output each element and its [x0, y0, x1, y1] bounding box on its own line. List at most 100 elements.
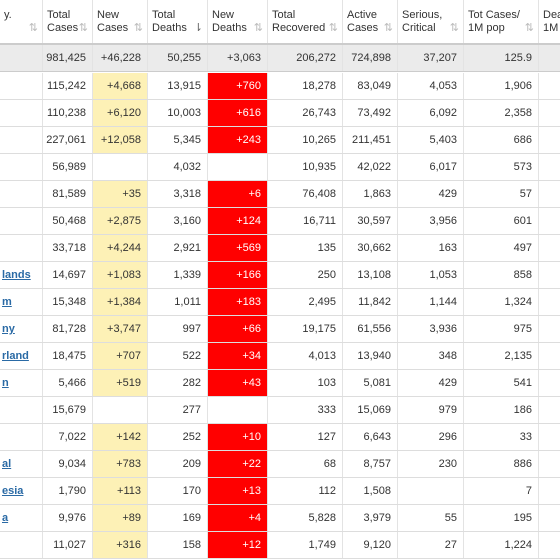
country-cell[interactable]: al [0, 451, 42, 477]
cell-new-cases: +12,058 [92, 127, 147, 153]
header-serious-critical[interactable]: Serious, Critical ⇅ [397, 0, 463, 43]
sort-icon[interactable]: ⇅ [133, 22, 143, 34]
country-cell [0, 397, 42, 423]
cell-new-deaths: +569 [207, 235, 267, 261]
cell-serious-critical: 296 [397, 424, 463, 450]
header-total-deaths[interactable]: Total Deaths ⇂ [147, 0, 207, 43]
cell-new-deaths: +34 [207, 343, 267, 369]
cell-total-cases: 50,468 [42, 208, 92, 234]
cell-active-cases: 61,556 [342, 316, 397, 342]
header-label-line2: Cases [347, 22, 379, 34]
country-cell[interactable]: rland [0, 343, 42, 369]
sort-icon[interactable]: ⇅ [383, 22, 393, 34]
cell-active-cases: 6,643 [342, 424, 397, 450]
cell-total-recovered: 2,495 [267, 289, 342, 315]
cell-total-cases: 14,697 [42, 262, 92, 288]
cell-tot-cases-per-1m: 186 [463, 397, 538, 423]
sort-icon[interactable]: ⇅ [449, 22, 459, 34]
header-active-cases[interactable]: Active Cases ⇅ [342, 0, 397, 43]
sort-icon[interactable]: ⇅ [253, 22, 263, 34]
sort-desc-icon[interactable]: ⇂ [193, 22, 203, 34]
country-cell[interactable]: ny [0, 316, 42, 342]
cell-active-cases: 3,979 [342, 505, 397, 531]
country-link[interactable]: lands [2, 269, 31, 281]
cell-total-cases: 11,027 [42, 532, 92, 558]
cell-active-cases: 11,842 [342, 289, 397, 315]
total-cell-total-recovered: 206,272 [267, 45, 342, 71]
cell-total-recovered: 19,175 [267, 316, 342, 342]
header-new-deaths[interactable]: New Deaths ⇅ [207, 0, 267, 43]
cell-total-deaths: 4,032 [147, 154, 207, 180]
country-cell[interactable]: n [0, 370, 42, 396]
country-cell [0, 100, 42, 126]
header-deaths-per-1m[interactable]: Dea1M [538, 0, 560, 43]
cell-total-cases: 7,022 [42, 424, 92, 450]
cell-total-recovered: 68 [267, 451, 342, 477]
country-link[interactable]: al [2, 458, 12, 470]
sort-icon[interactable]: ⇅ [524, 22, 534, 34]
sort-icon[interactable]: ⇅ [28, 22, 38, 34]
header-country[interactable]: y. ⇅ [0, 0, 42, 43]
country-link[interactable]: esia [2, 485, 24, 497]
country-link[interactable]: rland [2, 350, 29, 362]
table-row: a 9,976 +89 169 +4 5,828 3,979 55 195 [0, 505, 560, 532]
table-row: rland 18,475 +707 522 +34 4,013 13,940 348 2,135 [0, 343, 560, 370]
cell-serious-critical: 3,936 [397, 316, 463, 342]
country-link[interactable]: n [2, 377, 9, 389]
cell-total-recovered: 250 [267, 262, 342, 288]
cell-new-deaths: +4 [207, 505, 267, 531]
table-row: ny 81,728 +3,747 997 +66 19,175 61,556 3,936 975 [0, 316, 560, 343]
header-total-cases[interactable]: Total Cases ⇅ [42, 0, 92, 43]
cell-serious-critical: 3,956 [397, 208, 463, 234]
country-cell[interactable]: esia [0, 478, 42, 504]
country-link[interactable]: ny [2, 323, 15, 335]
cell-total-recovered: 26,743 [267, 100, 342, 126]
cell-total-cases: 9,976 [42, 505, 92, 531]
header-tot-cases-per-1m[interactable]: Tot Cases/1M pop ⇅ [463, 0, 538, 43]
country-link[interactable]: m [2, 296, 12, 308]
cell-deaths-per-1m [538, 181, 560, 207]
country-cell [0, 73, 42, 99]
country-link[interactable]: a [2, 512, 9, 524]
cell-new-cases: +4,668 [92, 73, 147, 99]
cell-total-deaths: 158 [147, 532, 207, 558]
cell-deaths-per-1m [538, 532, 560, 558]
cell-total-cases: 15,348 [42, 289, 92, 315]
cell-total-deaths: 1,339 [147, 262, 207, 288]
cell-deaths-per-1m [538, 478, 560, 504]
country-cell[interactable]: m [0, 289, 42, 315]
header-total-recovered[interactable]: Total Recovered ⇅ [267, 0, 342, 43]
total-cell-country [0, 45, 42, 71]
cell-active-cases: 73,492 [342, 100, 397, 126]
cell-total-recovered: 76,408 [267, 181, 342, 207]
cell-total-cases: 33,718 [42, 235, 92, 261]
country-cell[interactable]: a [0, 505, 42, 531]
cell-deaths-per-1m [538, 100, 560, 126]
cell-total-cases: 5,466 [42, 370, 92, 396]
cell-tot-cases-per-1m: 601 [463, 208, 538, 234]
cell-serious-critical: 429 [397, 181, 463, 207]
cell-new-deaths: +43 [207, 370, 267, 396]
cell-new-deaths: +10 [207, 424, 267, 450]
cell-total-cases: 115,242 [42, 73, 92, 99]
table-row: 11,027 +316 158 +12 1,749 9,120 27 1,224 [0, 532, 560, 559]
header-label-line2: 1M pop [468, 22, 505, 34]
country-cell[interactable]: lands [0, 262, 42, 288]
header-new-cases[interactable]: New Cases ⇅ [92, 0, 147, 43]
cell-tot-cases-per-1m: 497 [463, 235, 538, 261]
cell-deaths-per-1m [538, 451, 560, 477]
country-cell [0, 127, 42, 153]
cell-total-recovered: 10,935 [267, 154, 342, 180]
cell-tot-cases-per-1m: 1,224 [463, 532, 538, 558]
cell-active-cases: 211,451 [342, 127, 397, 153]
cell-new-cases: +89 [92, 505, 147, 531]
sort-icon[interactable]: ⇅ [328, 22, 338, 34]
cell-new-cases: +35 [92, 181, 147, 207]
cell-tot-cases-per-1m: 541 [463, 370, 538, 396]
total-cell-serious-critical: 37,207 [397, 45, 463, 71]
total-cell-active-cases: 724,898 [342, 45, 397, 71]
cell-tot-cases-per-1m: 2,135 [463, 343, 538, 369]
sort-icon[interactable]: ⇅ [78, 22, 88, 34]
cell-deaths-per-1m [538, 424, 560, 450]
header-label-line1: Total [47, 9, 71, 21]
